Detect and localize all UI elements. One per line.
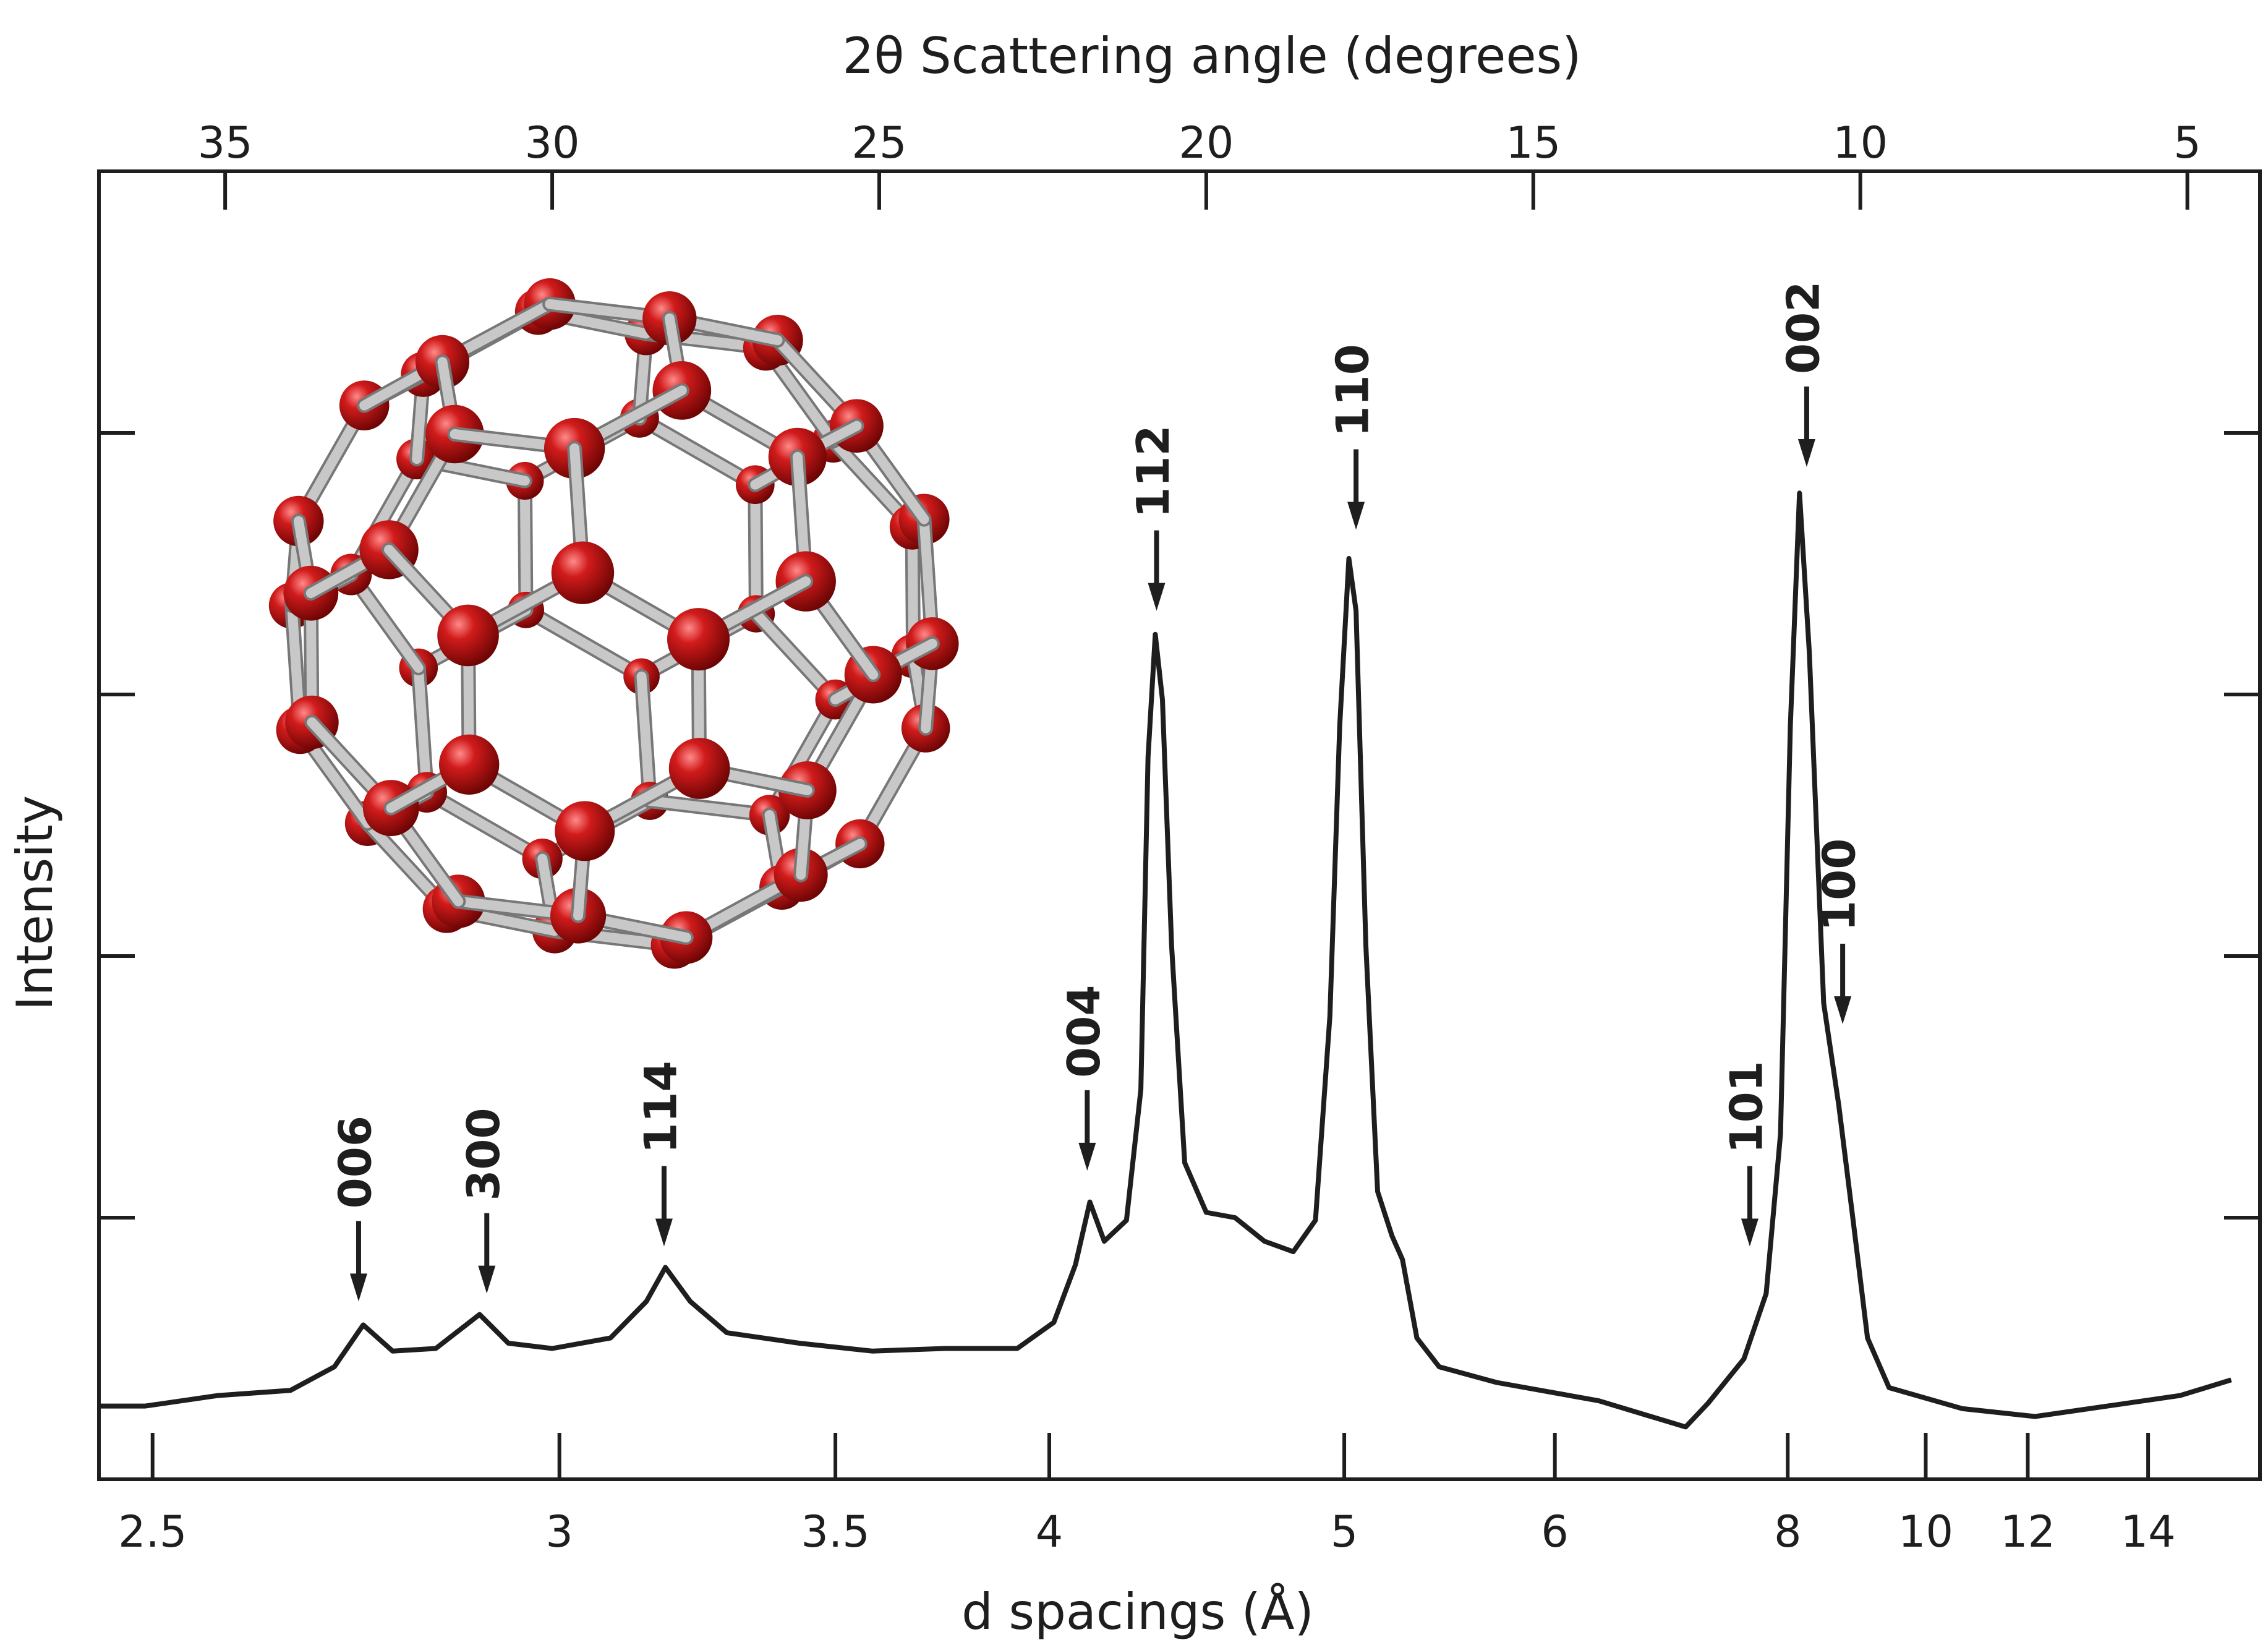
bottom-tick-label: 10 (1898, 1506, 1953, 1557)
peak-label: 112 (1127, 425, 1179, 518)
peak-label: 100 (1814, 839, 1865, 931)
peak-arrow (1347, 449, 1365, 530)
peak-label: 110 (1327, 344, 1379, 437)
bottom-tick-label: 14 (2121, 1506, 2176, 1557)
bond (750, 479, 761, 619)
peak-arrow (478, 1213, 496, 1294)
peak-arrow (1148, 530, 1166, 611)
arrow-head (349, 1273, 367, 1302)
top-axis-label: 2θ Scattering angle (degrees) (843, 27, 1582, 85)
arrow-head (1347, 502, 1365, 530)
arrow-head (478, 1265, 496, 1294)
bottom-tick-label: 12 (2000, 1506, 2055, 1557)
top-tick-label: 20 (1179, 118, 1234, 168)
arrow-head (1078, 1142, 1096, 1171)
bottom-tick-label: 5 (1331, 1506, 1358, 1557)
intensity-line (99, 490, 2232, 1430)
atom (437, 604, 499, 667)
arrow-head (1834, 996, 1852, 1024)
peak-arrow (1834, 943, 1852, 1024)
peak-arrow (1741, 1166, 1759, 1247)
bottom-tick-label: 3 (545, 1506, 573, 1557)
atom (551, 541, 615, 604)
plot-frame (97, 169, 2262, 1481)
bond (521, 605, 647, 682)
top-tick-label: 25 (851, 118, 906, 168)
y-axis-label: Intensity (6, 795, 64, 1011)
top-tick-label: 5 (2173, 118, 2201, 168)
peak-label: 002 (1777, 281, 1829, 374)
bottom-tick-label: 3.5 (801, 1506, 869, 1557)
bond (636, 671, 655, 806)
atom (555, 801, 615, 861)
top-tick-label: 35 (198, 118, 253, 168)
bottom-tick-label: 8 (1774, 1506, 1802, 1557)
arrow-head (655, 1218, 673, 1247)
peak-label: 300 (458, 1108, 509, 1200)
bond (634, 413, 761, 490)
peak-label: 004 (1058, 985, 1110, 1078)
bottom-tick-label: 4 (1036, 1506, 1064, 1557)
c60-molecule (268, 278, 959, 969)
arrow-head (1797, 438, 1815, 467)
atom (438, 734, 500, 795)
bottom-tick-label: 2.5 (118, 1506, 187, 1557)
arrow-head (1741, 1218, 1759, 1247)
peak-label: 101 (1720, 1061, 1772, 1153)
bottom-tick-label: 6 (1541, 1506, 1569, 1557)
top-tick-label: 30 (525, 118, 580, 168)
top-tick-label: 15 (1506, 118, 1561, 168)
peak-arrow (349, 1221, 367, 1302)
peak-arrow (1078, 1090, 1096, 1171)
bond (413, 662, 432, 798)
bond (519, 476, 531, 615)
peak-arrow (1797, 386, 1815, 467)
bottom-axis-label: d spacings (Å) (961, 1583, 1314, 1641)
peak-label: 006 (329, 1116, 381, 1208)
top-tick-label: 10 (1833, 118, 1888, 168)
atom (668, 738, 730, 799)
peak-label: 114 (634, 1061, 686, 1153)
atom (667, 608, 730, 671)
bond (422, 787, 548, 864)
peak-arrow (655, 1166, 673, 1247)
arrow-head (1148, 583, 1166, 611)
